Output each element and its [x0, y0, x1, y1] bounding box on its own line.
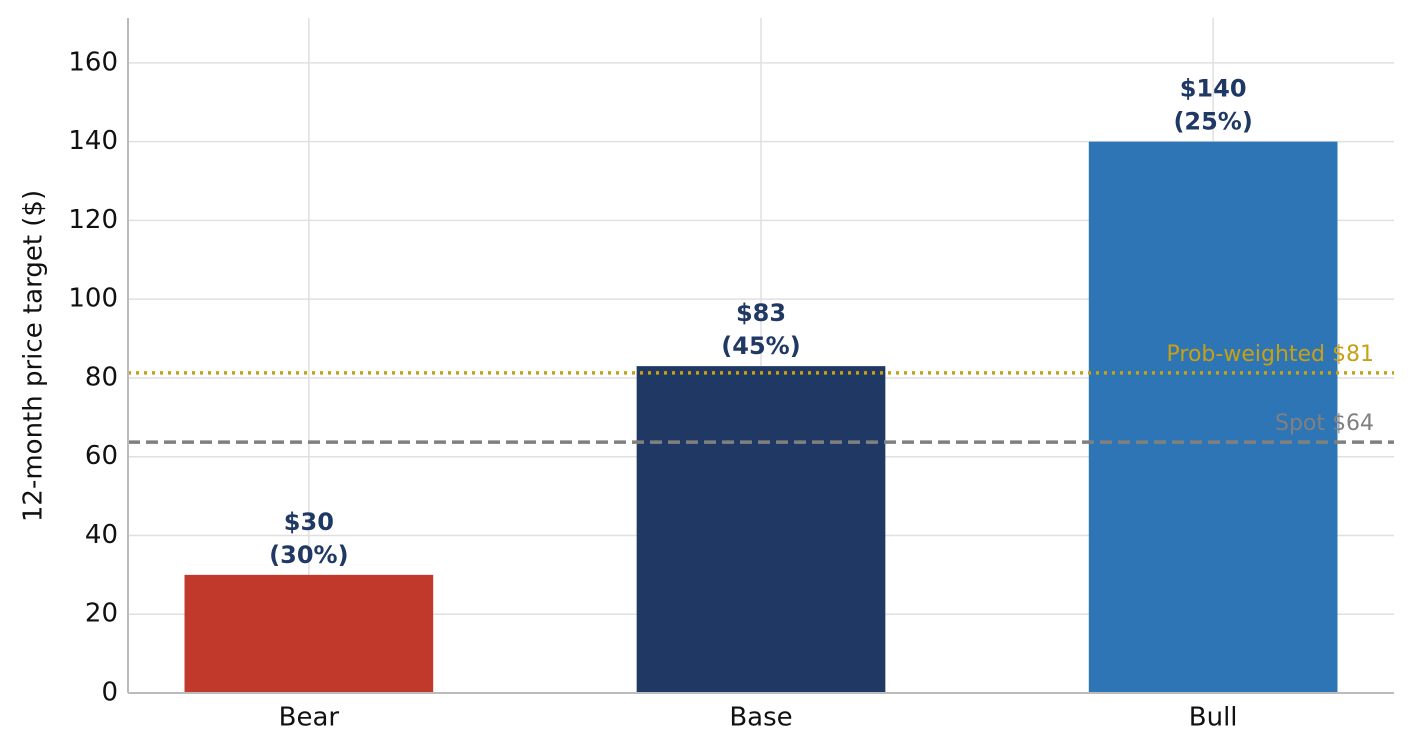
- bar: [184, 574, 434, 693]
- y-axis-label: 12-month price target ($): [19, 190, 49, 522]
- y-tick-label: 160: [68, 47, 118, 77]
- x-tick-label: Bear: [279, 703, 340, 733]
- bar: [1088, 141, 1338, 694]
- value-label: $30: [284, 508, 334, 536]
- y-tick-label: 20: [85, 599, 118, 629]
- y-tick-label: 40: [85, 520, 118, 550]
- bar: [636, 366, 886, 693]
- y-tick-label: 120: [68, 205, 118, 235]
- value-label: $83: [736, 299, 786, 327]
- x-tick-label: Bull: [1189, 703, 1238, 733]
- reference-label: Prob-weighted $81: [1167, 342, 1374, 367]
- probability-label: (30%): [269, 541, 348, 569]
- probability-label: (25%): [1173, 108, 1252, 136]
- y-tick-label: 60: [85, 441, 118, 471]
- reference-label: Spot $64: [1275, 411, 1374, 436]
- y-tick-label: 100: [68, 284, 118, 314]
- value-label: $140: [1180, 75, 1247, 103]
- y-tick-label: 80: [85, 362, 118, 392]
- x-tick-label: Base: [729, 703, 792, 733]
- y-tick-label: 0: [101, 678, 118, 708]
- y-tick-label: 140: [68, 126, 118, 156]
- probability-label: (45%): [721, 332, 800, 360]
